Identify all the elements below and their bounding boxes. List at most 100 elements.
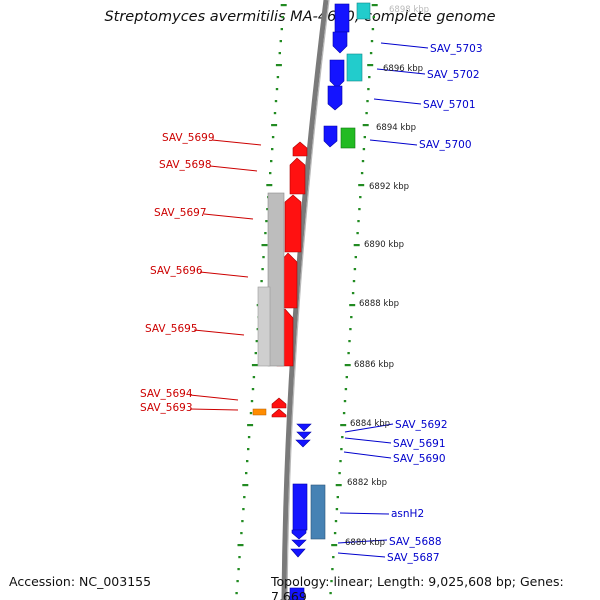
tick-mark bbox=[262, 256, 265, 259]
kbp-tick-label: 6894 kbp bbox=[376, 123, 416, 133]
gene-label[interactable]: asnH2 bbox=[391, 508, 424, 520]
gene-feature-blue[interactable] bbox=[334, 3, 350, 33]
tick-mark bbox=[235, 592, 238, 595]
gene-label[interactable]: SAV_5699 bbox=[162, 132, 215, 144]
tick-mark bbox=[333, 532, 337, 535]
tick-mark bbox=[265, 220, 268, 223]
right-tick-track bbox=[329, 4, 378, 595]
gene-label[interactable]: SAV_5695 bbox=[145, 323, 198, 335]
gene-label[interactable]: SAV_5703 bbox=[430, 43, 483, 55]
tick-mark bbox=[276, 76, 280, 79]
gene-label[interactable]: SAV_5691 bbox=[393, 438, 446, 450]
gene-feature-red[interactable] bbox=[284, 194, 302, 253]
tick-mark bbox=[370, 40, 374, 43]
tick-mark bbox=[340, 424, 347, 427]
gene-label[interactable]: SAV_5701 bbox=[423, 99, 476, 111]
gene-feature-blue[interactable] bbox=[291, 539, 307, 548]
tick-mark bbox=[255, 340, 258, 343]
gene-label[interactable]: SAV_5698 bbox=[159, 159, 212, 171]
tick-mark bbox=[332, 556, 335, 559]
gene-feature-blue[interactable] bbox=[332, 31, 348, 54]
tick-mark bbox=[279, 40, 282, 43]
kbp-tick-label: 6884 kbp bbox=[350, 419, 390, 429]
gene-label[interactable]: SAV_5687 bbox=[387, 552, 440, 564]
tick-mark bbox=[247, 424, 254, 427]
tick-mark bbox=[260, 280, 263, 283]
tick-mark bbox=[371, 4, 378, 7]
kbp-tick-label: 6888 kbp bbox=[359, 299, 399, 309]
gene-feature-steel[interactable] bbox=[310, 484, 326, 540]
kbp-tick-label: 6896 kbp bbox=[383, 64, 423, 74]
tick-mark bbox=[354, 256, 357, 259]
tick-mark bbox=[342, 412, 346, 415]
tick-mark bbox=[331, 568, 334, 571]
tick-mark bbox=[269, 172, 272, 175]
tick-mark bbox=[341, 436, 344, 439]
gene-feature-red[interactable] bbox=[271, 408, 287, 418]
kbp-tick-label: 6890 kbp bbox=[364, 240, 404, 250]
gene-feature-gray[interactable] bbox=[267, 192, 285, 367]
accession-label: Accession: NC_003155 bbox=[9, 574, 152, 589]
tick-mark bbox=[266, 184, 273, 187]
tick-mark bbox=[270, 160, 273, 163]
tick-mark bbox=[343, 400, 347, 403]
gene-feature-blue[interactable] bbox=[291, 529, 307, 540]
gene-label[interactable]: SAV_5702 bbox=[427, 69, 480, 81]
tick-mark bbox=[352, 280, 356, 283]
tick-mark bbox=[264, 232, 267, 235]
tick-mark bbox=[348, 340, 351, 343]
tick-mark bbox=[274, 100, 278, 103]
gene-label[interactable]: SAV_5688 bbox=[389, 536, 442, 548]
gene-label[interactable]: SAV_5692 bbox=[395, 419, 448, 431]
tick-mark bbox=[366, 100, 369, 103]
tick-mark bbox=[367, 64, 374, 67]
gene-label[interactable]: SAV_5700 bbox=[419, 139, 472, 151]
gene-feature-gray[interactable] bbox=[257, 286, 271, 367]
tick-mark bbox=[351, 292, 355, 295]
gene-feature-blue[interactable] bbox=[292, 483, 308, 531]
gene-label[interactable]: SAV_5696 bbox=[150, 265, 203, 277]
gene-feature-blue[interactable] bbox=[296, 431, 312, 440]
tick-mark bbox=[349, 304, 356, 307]
gene-feature-cyan[interactable] bbox=[356, 2, 371, 20]
tick-mark bbox=[251, 388, 255, 391]
tick-mark bbox=[243, 496, 246, 499]
gene-feature-blue[interactable] bbox=[327, 85, 343, 111]
tick-mark bbox=[247, 448, 250, 451]
gene-feature-green[interactable] bbox=[340, 127, 356, 149]
tick-mark bbox=[359, 196, 362, 199]
gene-label[interactable]: SAV_5694 bbox=[140, 388, 193, 400]
tick-mark bbox=[363, 136, 366, 139]
tick-mark bbox=[365, 112, 368, 115]
gene-feature-blue[interactable] bbox=[329, 59, 345, 89]
tick-mark bbox=[242, 484, 249, 487]
gene-feature-orange[interactable] bbox=[252, 408, 267, 416]
tick-mark bbox=[237, 568, 240, 571]
genome-backbone-highlight bbox=[286, 0, 330, 600]
tick-mark bbox=[242, 508, 245, 511]
genome-backbone bbox=[281, 0, 329, 600]
tick-mark bbox=[261, 268, 264, 271]
gene-feature-red[interactable] bbox=[289, 157, 306, 195]
tick-mark bbox=[266, 208, 269, 211]
gene-feature-red[interactable] bbox=[271, 397, 287, 409]
tick-mark bbox=[275, 64, 282, 67]
gene-feature-blue[interactable] bbox=[295, 439, 311, 448]
gene-label[interactable]: SAV_5690 bbox=[393, 453, 446, 465]
gene-label[interactable]: SAV_5697 bbox=[154, 207, 207, 219]
gene-feature-blue[interactable] bbox=[296, 423, 312, 432]
tick-mark bbox=[280, 4, 287, 7]
tick-mark bbox=[336, 496, 339, 499]
tick-mark bbox=[281, 16, 284, 19]
tick-mark bbox=[329, 592, 332, 595]
tick-mark bbox=[344, 364, 351, 367]
gene-feature-blue[interactable] bbox=[323, 125, 338, 148]
gene-feature-blue[interactable] bbox=[289, 587, 305, 600]
gene-feature-red[interactable] bbox=[292, 141, 308, 157]
gene-label[interactable]: SAV_5693 bbox=[140, 402, 193, 414]
tick-mark bbox=[331, 544, 338, 547]
gene-feature-blue[interactable] bbox=[290, 548, 306, 558]
tick-mark bbox=[237, 544, 244, 547]
gene-feature-cyan[interactable] bbox=[346, 53, 363, 82]
